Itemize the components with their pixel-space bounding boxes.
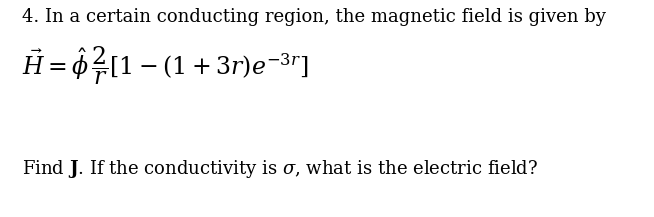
Text: 4. In a certain conducting region, the magnetic field is given by: 4. In a certain conducting region, the m…: [22, 8, 606, 26]
Text: Find $\mathbf{J}$. If the conductivity is $\sigma$, what is the electric field?: Find $\mathbf{J}$. If the conductivity i…: [22, 158, 538, 180]
Text: $\vec{H} = \hat{\phi}\,\dfrac{2}{r}[1-(1+3r)e^{-3r}$$]$: $\vec{H} = \hat{\phi}\,\dfrac{2}{r}[1-(1…: [22, 45, 308, 87]
